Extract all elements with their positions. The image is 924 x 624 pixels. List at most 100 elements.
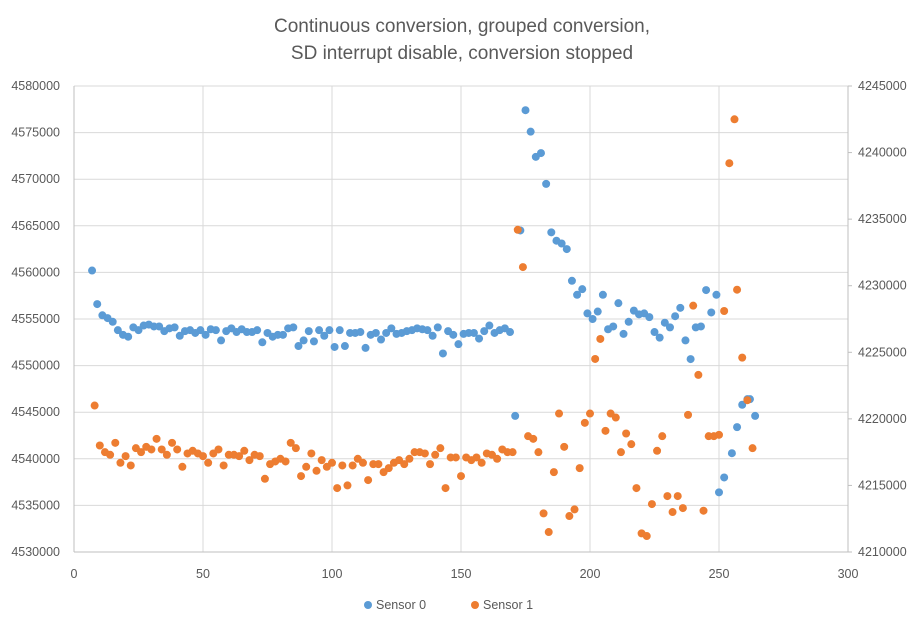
- data-point-sensor-0: [299, 336, 308, 345]
- data-point-sensor-0: [371, 328, 380, 337]
- x-tick-label: 200: [580, 567, 601, 581]
- data-point-sensor-1: [95, 441, 104, 450]
- legend-item-sensor-1[interactable]: Sensor 1: [471, 598, 533, 612]
- data-point-sensor-1: [684, 410, 693, 419]
- data-point-sensor-0: [201, 330, 210, 339]
- y-tick-label: 4575000: [11, 126, 60, 140]
- data-point-sensor-1: [725, 159, 734, 168]
- data-point-sensor-0: [696, 322, 705, 331]
- data-point-sensor-0: [361, 343, 370, 352]
- data-point-sensor-0: [562, 245, 571, 254]
- data-point-sensor-0: [170, 323, 179, 332]
- data-point-sensor-1: [560, 442, 569, 451]
- data-point-sensor-1: [348, 461, 357, 470]
- data-point-sensor-0: [88, 266, 97, 275]
- data-point-sensor-0: [593, 307, 602, 316]
- data-point-sensor-0: [423, 326, 432, 335]
- data-point-sensor-1: [663, 492, 672, 501]
- data-point-sensor-1: [168, 438, 177, 447]
- data-point-sensor-1: [219, 461, 228, 470]
- data-point-sensor-1: [147, 445, 156, 454]
- data-point-sensor-0: [614, 299, 623, 308]
- data-point-sensor-0: [108, 317, 117, 326]
- data-point-sensor-0: [253, 326, 262, 335]
- data-point-sensor-0: [536, 149, 545, 158]
- data-point-sensor-1: [312, 466, 321, 475]
- data-point-sensor-1: [384, 464, 393, 473]
- data-point-sensor-0: [619, 329, 628, 338]
- data-point-sensor-0: [686, 355, 695, 364]
- data-point-sensor-1: [431, 450, 440, 459]
- data-point-sensor-0: [506, 328, 515, 337]
- data-point-sensor-1: [534, 448, 543, 457]
- data-point-sensor-0: [320, 331, 329, 340]
- y2-tick-label: 4215000: [858, 478, 907, 492]
- data-point-sensor-1: [441, 484, 450, 493]
- data-point-sensor-1: [286, 438, 295, 447]
- y2-tick-label: 4235000: [858, 212, 907, 226]
- data-point-sensor-1: [162, 450, 171, 459]
- data-point-sensor-1: [748, 444, 757, 453]
- data-point-sensor-1: [302, 462, 311, 471]
- x-tick-label: 100: [322, 567, 343, 581]
- data-point-sensor-0: [588, 315, 597, 323]
- data-point-sensor-0: [751, 411, 760, 420]
- data-point-sensor-1: [436, 444, 445, 453]
- data-point-sensor-1: [689, 301, 698, 310]
- data-point-sensor-0: [511, 411, 520, 420]
- data-point-sensor-1: [420, 449, 429, 458]
- data-point-sensor-1: [307, 449, 316, 458]
- data-point-sensor-1: [611, 413, 620, 422]
- data-point-sensor-1: [451, 453, 460, 462]
- data-point-sensor-1: [720, 307, 729, 316]
- data-point-sensor-0: [196, 326, 205, 335]
- data-point-sensor-1: [570, 505, 579, 514]
- data-point-sensor-0: [356, 328, 365, 337]
- y2-tick-label: 4225000: [858, 345, 907, 359]
- data-point-sensor-0: [485, 321, 494, 330]
- y-tick-label: 4540000: [11, 452, 60, 466]
- data-point-sensor-0: [707, 308, 716, 317]
- legend-label-sensor-0: Sensor 0: [376, 598, 426, 612]
- legend-item-sensor-0[interactable]: Sensor 0: [364, 598, 426, 612]
- data-point-sensor-1: [616, 448, 625, 457]
- y-tick-label: 4570000: [11, 172, 60, 186]
- chart-title-line-1: Continuous conversion, grouped conversio…: [274, 16, 650, 37]
- data-point-sensor-1: [627, 440, 636, 449]
- x-tick-label: 50: [196, 567, 210, 581]
- data-point-sensor-0: [598, 290, 607, 299]
- x-tick-label: 0: [71, 567, 78, 581]
- data-point-sensor-0: [294, 342, 303, 351]
- data-point-sensor-0: [449, 330, 458, 339]
- data-point-sensor-1: [529, 434, 538, 443]
- data-point-sensor-0: [609, 322, 618, 331]
- y-tick-label: 4550000: [11, 359, 60, 373]
- data-point-sensor-1: [291, 444, 300, 453]
- data-point-sensor-0: [650, 328, 659, 337]
- data-point-sensor-1: [106, 450, 115, 459]
- data-point-sensor-1: [116, 458, 125, 467]
- data-point-sensor-0: [134, 326, 143, 335]
- data-point-sensor-0: [304, 327, 313, 336]
- data-point-sensor-1: [549, 468, 558, 477]
- data-point-sensor-1: [544, 528, 553, 537]
- data-point-sensor-1: [157, 445, 166, 454]
- data-point-sensor-1: [214, 445, 223, 454]
- data-point-sensor-1: [673, 492, 682, 501]
- data-point-sensor-1: [245, 456, 254, 465]
- y2-tick-label: 4210000: [858, 545, 907, 559]
- data-point-sensor-0: [438, 349, 447, 358]
- data-point-sensor-1: [565, 512, 574, 521]
- data-point-sensor-1: [733, 285, 742, 294]
- y-axis-left: 4530000 4535000 4540000 4545000 4550000 45550…: [11, 79, 60, 559]
- data-point-sensor-1: [204, 458, 213, 467]
- legend-marker-sensor-1: [471, 601, 479, 609]
- x-tick-label: 250: [709, 567, 730, 581]
- legend-label-sensor-1: Sensor 1: [483, 598, 533, 612]
- data-point-sensor-1: [260, 474, 269, 483]
- data-point-sensor-1: [358, 458, 367, 467]
- data-point-sensor-1: [555, 409, 564, 418]
- data-point-sensor-0: [330, 342, 339, 351]
- data-point-sensor-1: [694, 370, 703, 379]
- data-point-sensor-0: [624, 317, 633, 326]
